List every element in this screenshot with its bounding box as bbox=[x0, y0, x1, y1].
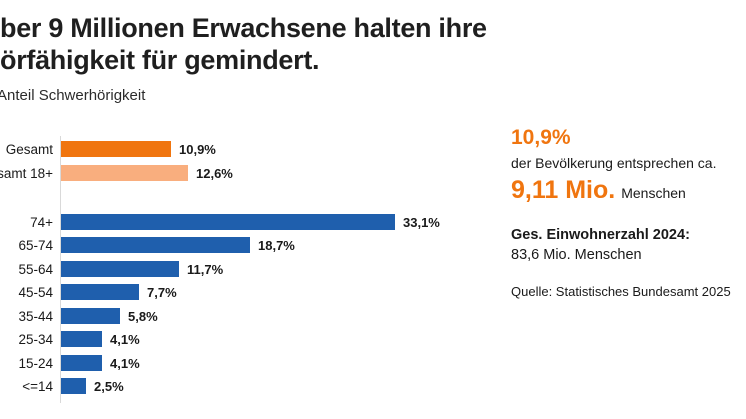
category-label: 25-34 bbox=[18, 332, 53, 348]
value-label: 10,9% bbox=[179, 142, 216, 157]
bar bbox=[61, 307, 120, 324]
bar bbox=[61, 260, 179, 277]
source-line: Quelle: Statistisches Bundesamt 2025 bbox=[511, 284, 731, 299]
slide-title: ber 9 Millionen Erwachsene halten ihre ö… bbox=[0, 13, 487, 75]
bar bbox=[61, 237, 250, 254]
category-label: <=14 bbox=[22, 379, 53, 394]
bar bbox=[61, 214, 395, 230]
bar bbox=[61, 165, 188, 181]
callout-big-unit: Menschen bbox=[621, 185, 686, 201]
value-label: 4,1% bbox=[110, 355, 140, 371]
y-axis-line bbox=[60, 136, 61, 403]
category-label: 15-24 bbox=[18, 355, 53, 371]
value-label: 5,8% bbox=[128, 308, 158, 324]
bar-chart: Gesamt 10,9% samt 18+ 12,6% 74+ 33,1% 65-74 18,… bbox=[0, 136, 440, 403]
value-label: 33,1% bbox=[403, 215, 440, 230]
value-label: 12,6% bbox=[196, 166, 233, 181]
category-label: Gesamt bbox=[5, 142, 53, 157]
value-label: 4,1% bbox=[110, 332, 140, 348]
value-label: 7,7% bbox=[147, 285, 177, 301]
category-label: 35-44 bbox=[18, 308, 53, 324]
callout-big-value: 9,11 Mio. bbox=[511, 176, 616, 204]
population-value: 83,6 Mio. Menschen bbox=[511, 247, 642, 263]
chart-subtitle: Anteil Schwerhörigkeit bbox=[0, 87, 146, 104]
value-label: 11,7% bbox=[187, 261, 224, 277]
bar bbox=[61, 141, 171, 157]
category-label: 45-54 bbox=[18, 285, 53, 301]
bar bbox=[61, 378, 86, 394]
population-label: Ges. Einwohnerzahl 2024: bbox=[511, 227, 690, 243]
bar bbox=[61, 284, 139, 301]
category-label: samt 18+ bbox=[0, 166, 53, 181]
callout-description: der Bevölkerung entsprechen ca. bbox=[511, 155, 717, 171]
value-label: 2,5% bbox=[94, 379, 124, 394]
bar bbox=[61, 331, 102, 348]
category-label: 74+ bbox=[30, 215, 53, 230]
bar bbox=[61, 354, 102, 371]
category-label: 65-74 bbox=[18, 238, 53, 254]
value-label: 18,7% bbox=[258, 238, 295, 254]
category-label: 55-64 bbox=[18, 261, 53, 277]
callout-percent: 10,9% bbox=[511, 126, 571, 149]
callout-big-row: 9,11 Mio. Menschen bbox=[511, 176, 686, 205]
